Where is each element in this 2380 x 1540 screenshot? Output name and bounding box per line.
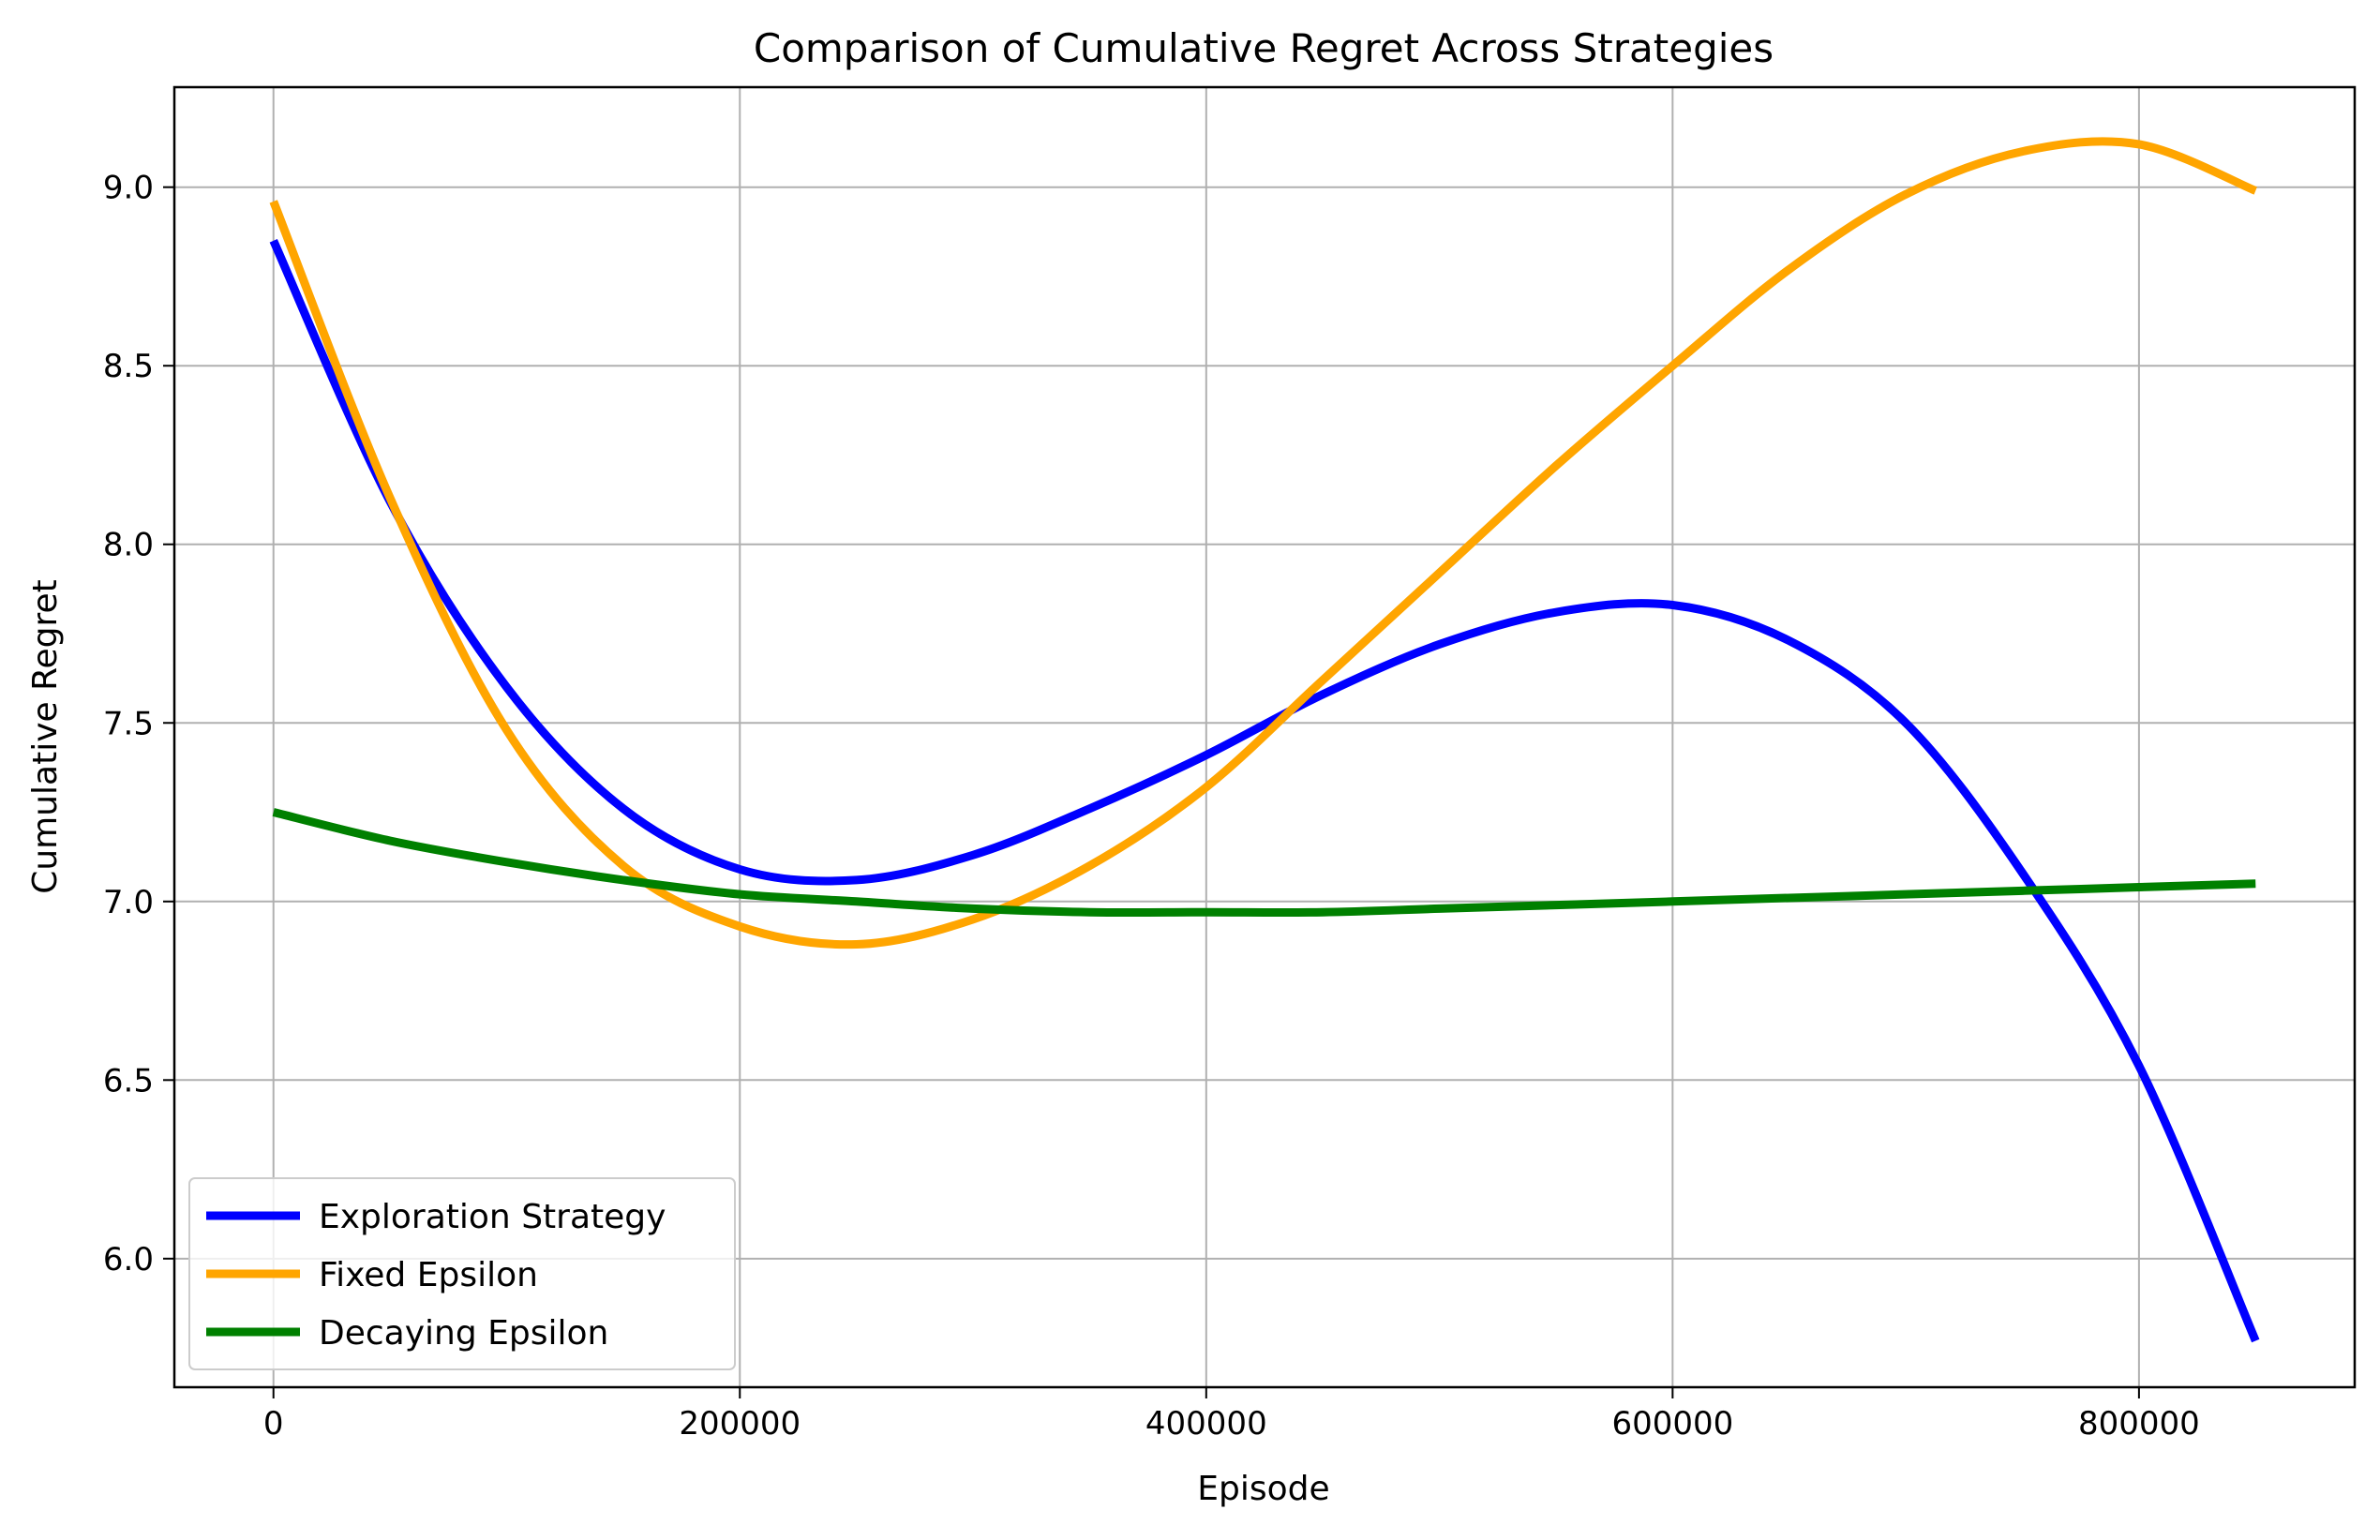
legend-box [188, 1177, 736, 1370]
y-tick-label: 7.0 [103, 884, 154, 921]
y-tick-label: 8.5 [103, 348, 154, 385]
plot-frame [172, 85, 2357, 1389]
legend-label-exploration-strategy: Exploration Strategy [319, 1198, 666, 1236]
series-line-fixed-epsilon [269, 137, 2257, 949]
y-tick-label: 9.0 [103, 170, 154, 207]
x-tick-label: 200000 [679, 1405, 801, 1443]
series-line-decaying-epsilon [272, 808, 2256, 917]
x-tick-label: 600000 [1611, 1405, 1733, 1443]
legend-label-fixed-epsilon: Fixed Epsilon [319, 1256, 538, 1294]
x-tick-label: 400000 [1145, 1405, 1267, 1443]
y-tick-label: 7.5 [103, 705, 154, 742]
x-axis-label: Episode [1197, 1470, 1329, 1508]
y-tick-label: 6.0 [103, 1241, 154, 1278]
chart-title: Comparison of Cumulative Regret Across S… [754, 25, 1774, 71]
y-tick-label: 6.5 [103, 1062, 154, 1099]
axis-ticks: 0 200000 400000 600000 800000 6.0 6.5 7.0 7.5 8.0… [103, 170, 2200, 1443]
series-lines [269, 137, 2260, 1343]
legend: Exploration Strategy Fixed Epsilon Decayin… [188, 1177, 736, 1370]
x-tick-label: 800000 [2078, 1405, 2200, 1443]
series-line-exploration-strategy [269, 239, 2260, 1343]
y-tick-label: 8.0 [103, 527, 154, 564]
y-axis-label: Cumulative Regret [26, 579, 65, 894]
legend-label-decaying-epsilon: Decaying Epsilon [319, 1314, 608, 1353]
x-tick-label: 0 [263, 1405, 284, 1443]
